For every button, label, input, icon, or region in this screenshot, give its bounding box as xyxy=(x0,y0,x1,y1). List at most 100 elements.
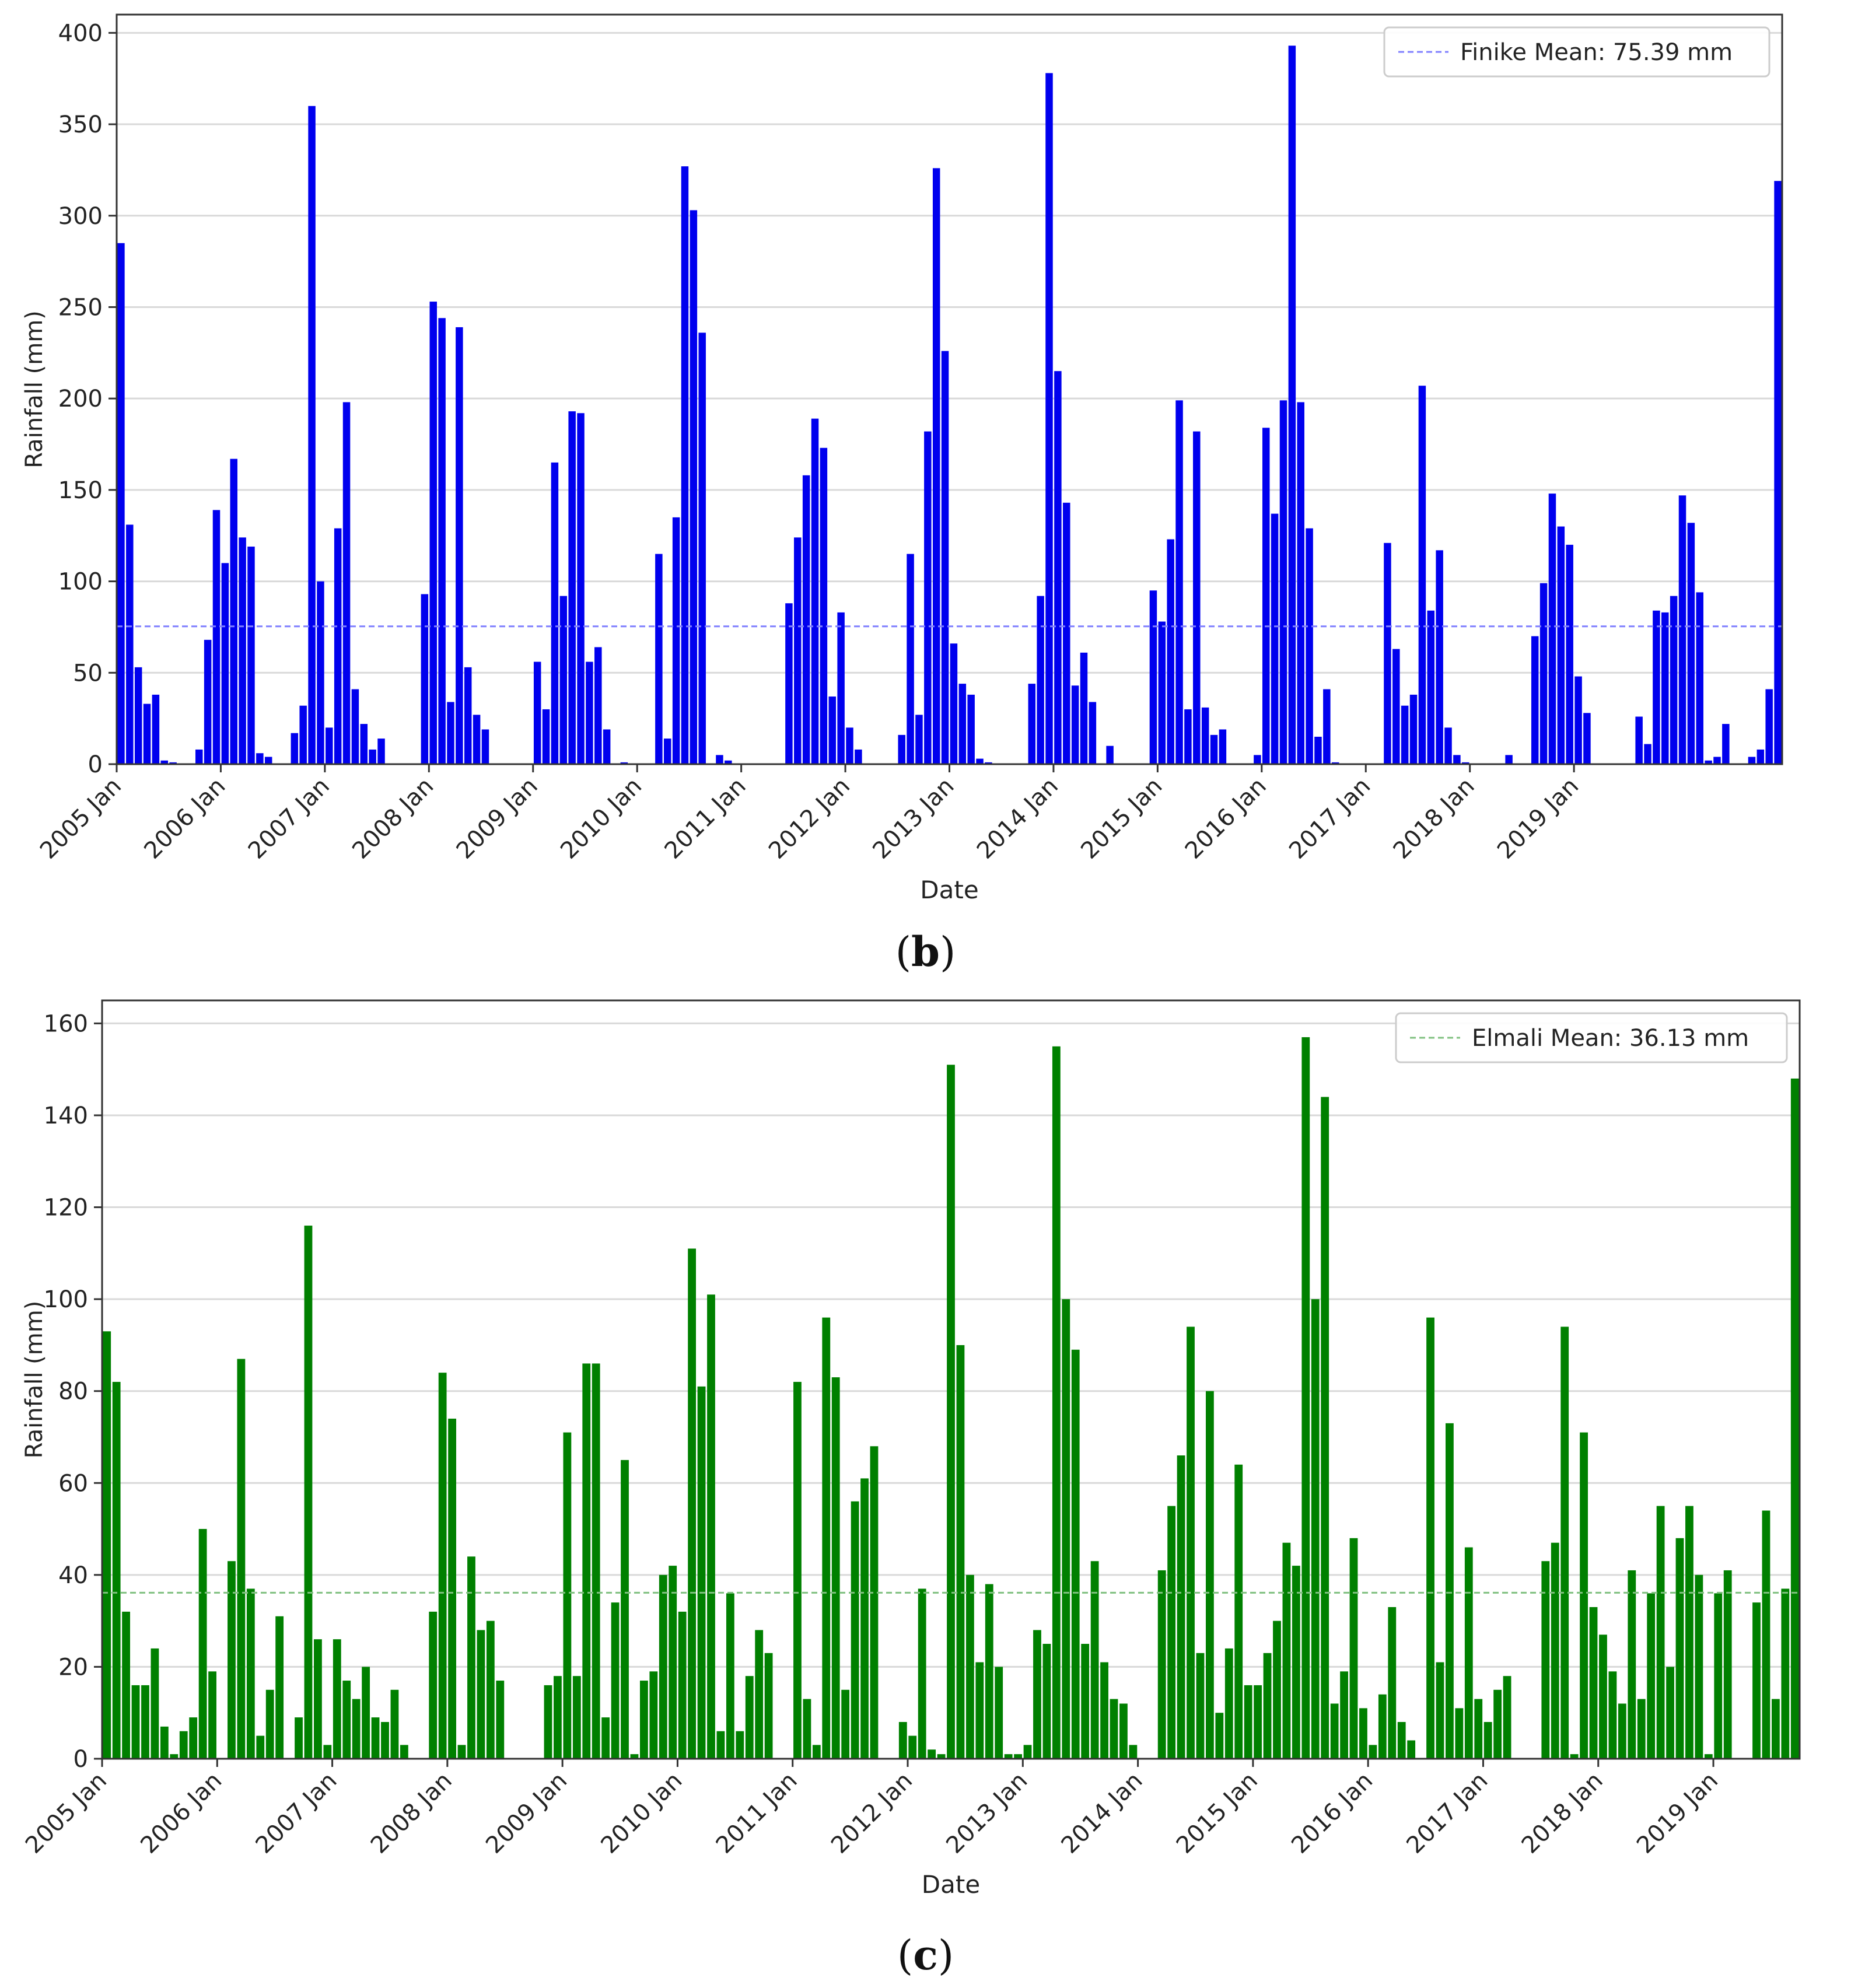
bar xyxy=(811,418,819,764)
bar xyxy=(611,1602,620,1759)
bar xyxy=(965,1574,974,1759)
bar xyxy=(1210,734,1218,764)
x-tick-label: 2019 Jan xyxy=(1492,773,1584,864)
bar xyxy=(924,431,932,764)
bar xyxy=(1254,755,1261,764)
bar xyxy=(1397,1721,1406,1759)
bar xyxy=(496,1681,505,1759)
bar xyxy=(822,1317,831,1759)
bar xyxy=(151,1648,159,1759)
y-tick-label: 250 xyxy=(58,294,103,321)
bar xyxy=(554,1676,562,1759)
y-tick-label: 150 xyxy=(58,477,103,504)
bar xyxy=(1436,550,1443,764)
bar xyxy=(169,762,177,764)
bar xyxy=(179,1731,188,1759)
bar xyxy=(170,1754,179,1759)
bar xyxy=(1301,1037,1310,1759)
x-tick-label: 2013 Jan xyxy=(867,773,959,864)
bar xyxy=(265,1689,274,1759)
bar xyxy=(473,715,481,764)
panel-caption-c: (c) xyxy=(897,1931,954,1979)
bar xyxy=(1483,1721,1492,1759)
bar xyxy=(1455,1708,1464,1759)
bar xyxy=(1089,702,1097,764)
bar xyxy=(1599,1634,1607,1759)
bar xyxy=(1771,1699,1780,1759)
bar xyxy=(586,662,593,764)
bar xyxy=(937,1754,946,1759)
bar xyxy=(1436,1662,1444,1759)
bar xyxy=(698,332,706,764)
bar xyxy=(304,1226,313,1759)
bar xyxy=(198,1529,207,1759)
bar xyxy=(1505,755,1513,764)
bar xyxy=(400,1745,408,1759)
bar xyxy=(1723,1570,1732,1759)
x-tick-label: 2008 Jan xyxy=(347,773,439,864)
bar xyxy=(837,612,845,764)
x-tick-label: 2007 Jan xyxy=(251,1768,342,1859)
x-tick-label: 2005 Jan xyxy=(35,773,127,864)
bar xyxy=(716,1731,725,1759)
bar xyxy=(716,755,723,764)
bar xyxy=(117,243,125,764)
bar xyxy=(928,1749,936,1759)
bar xyxy=(663,738,671,764)
bar xyxy=(1062,1299,1070,1759)
bar xyxy=(247,547,255,764)
bar xyxy=(323,1745,332,1759)
bar xyxy=(1647,1593,1656,1759)
bar xyxy=(237,1359,246,1759)
bar xyxy=(1369,1745,1377,1759)
bar xyxy=(563,1432,572,1759)
bar xyxy=(1244,1685,1252,1759)
bar xyxy=(820,447,828,764)
bar xyxy=(533,662,541,764)
bar xyxy=(362,1667,370,1759)
bar xyxy=(803,1699,811,1759)
bar xyxy=(1722,724,1730,764)
y-tick-label: 0 xyxy=(88,751,103,778)
bar xyxy=(326,727,333,764)
bar xyxy=(103,1331,111,1759)
bar xyxy=(134,667,142,764)
legend-box xyxy=(1383,26,1770,78)
bar xyxy=(1037,596,1044,764)
bar xyxy=(195,749,203,764)
bar xyxy=(672,517,680,764)
bar xyxy=(1418,386,1426,764)
y-tick-label: 160 xyxy=(44,1010,88,1037)
bar xyxy=(1054,371,1062,764)
bar xyxy=(1263,1653,1272,1759)
bar xyxy=(1444,727,1452,764)
bar xyxy=(898,1721,907,1759)
bar xyxy=(308,106,316,765)
bar xyxy=(333,1639,341,1759)
bar xyxy=(1205,1391,1214,1759)
bar xyxy=(1279,400,1287,764)
bar xyxy=(1033,1630,1041,1759)
bar xyxy=(950,643,958,764)
bar xyxy=(1696,592,1703,764)
bar xyxy=(941,351,949,764)
bar xyxy=(230,459,237,764)
bar xyxy=(621,1460,629,1759)
bar xyxy=(1028,684,1036,764)
bar xyxy=(1187,1326,1195,1759)
bar xyxy=(601,1717,610,1759)
bar xyxy=(467,1556,475,1759)
bar xyxy=(1635,716,1643,764)
bar xyxy=(371,1717,380,1759)
bar xyxy=(1781,1588,1790,1759)
bar xyxy=(141,1685,149,1759)
bar xyxy=(143,704,151,764)
bar xyxy=(870,1446,879,1759)
bar xyxy=(228,1561,236,1759)
x-tick-label: 2011 Jan xyxy=(660,773,751,864)
x-tick-label: 2012 Jan xyxy=(826,1768,918,1859)
bar xyxy=(697,1386,706,1759)
bar xyxy=(1071,685,1079,764)
plot-frame xyxy=(101,999,1801,1760)
bar xyxy=(793,1381,802,1759)
